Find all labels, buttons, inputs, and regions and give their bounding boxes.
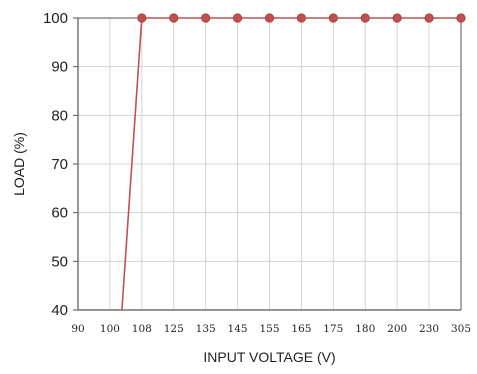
- x-tick-label: 165: [291, 323, 311, 335]
- data-point-marker: [328, 13, 338, 23]
- x-tick-label: 305: [451, 323, 471, 335]
- x-tick-label: 200: [387, 323, 407, 335]
- y-tick-label: 70: [51, 156, 68, 173]
- series-line-layer: [121, 17, 461, 311]
- x-tick-label: 230: [419, 323, 439, 335]
- x-tick-label: 135: [196, 323, 216, 335]
- y-tick-label: 100: [43, 10, 68, 27]
- y-tick-label: 50: [51, 253, 68, 270]
- grid: [78, 18, 461, 310]
- x-tick-label: 108: [132, 323, 152, 335]
- data-point-marker: [232, 13, 243, 23]
- data-point-marker: [169, 13, 179, 23]
- x-tick-label: 125: [164, 323, 184, 335]
- x-axis-title: INPUT VOLTAGE (V): [203, 349, 335, 365]
- data-point-marker: [201, 13, 211, 23]
- data-point-marker: [424, 13, 434, 23]
- x-tick-label: 100: [100, 323, 120, 335]
- x-tick-label: 90: [71, 323, 84, 335]
- y-tick-labels: 40 50 60 70 80 90 100: [43, 10, 68, 319]
- marker-layer: [137, 13, 466, 23]
- data-point-marker: [296, 13, 307, 23]
- x-tick-label: 175: [323, 323, 343, 335]
- y-axis-title: LOAD (%): [11, 132, 27, 196]
- y-tick-label: 80: [51, 107, 68, 124]
- y-tick-label: 40: [51, 302, 68, 319]
- y-tick-label: 60: [51, 205, 68, 222]
- data-point-marker: [137, 13, 147, 23]
- data-point-marker: [264, 13, 275, 23]
- x-tick-label: 145: [228, 323, 248, 335]
- series-line: [121, 17, 461, 311]
- data-point-marker: [392, 13, 402, 23]
- data-point-marker: [456, 13, 466, 23]
- x-tick-labels: 90 100 108 125 135 145 155 165 175 180 200 230 305: [71, 323, 471, 335]
- x-tick-label: 155: [259, 323, 279, 335]
- x-tick-label: 180: [355, 323, 375, 335]
- y-tick-label: 90: [51, 59, 68, 76]
- data-point-marker: [360, 13, 370, 23]
